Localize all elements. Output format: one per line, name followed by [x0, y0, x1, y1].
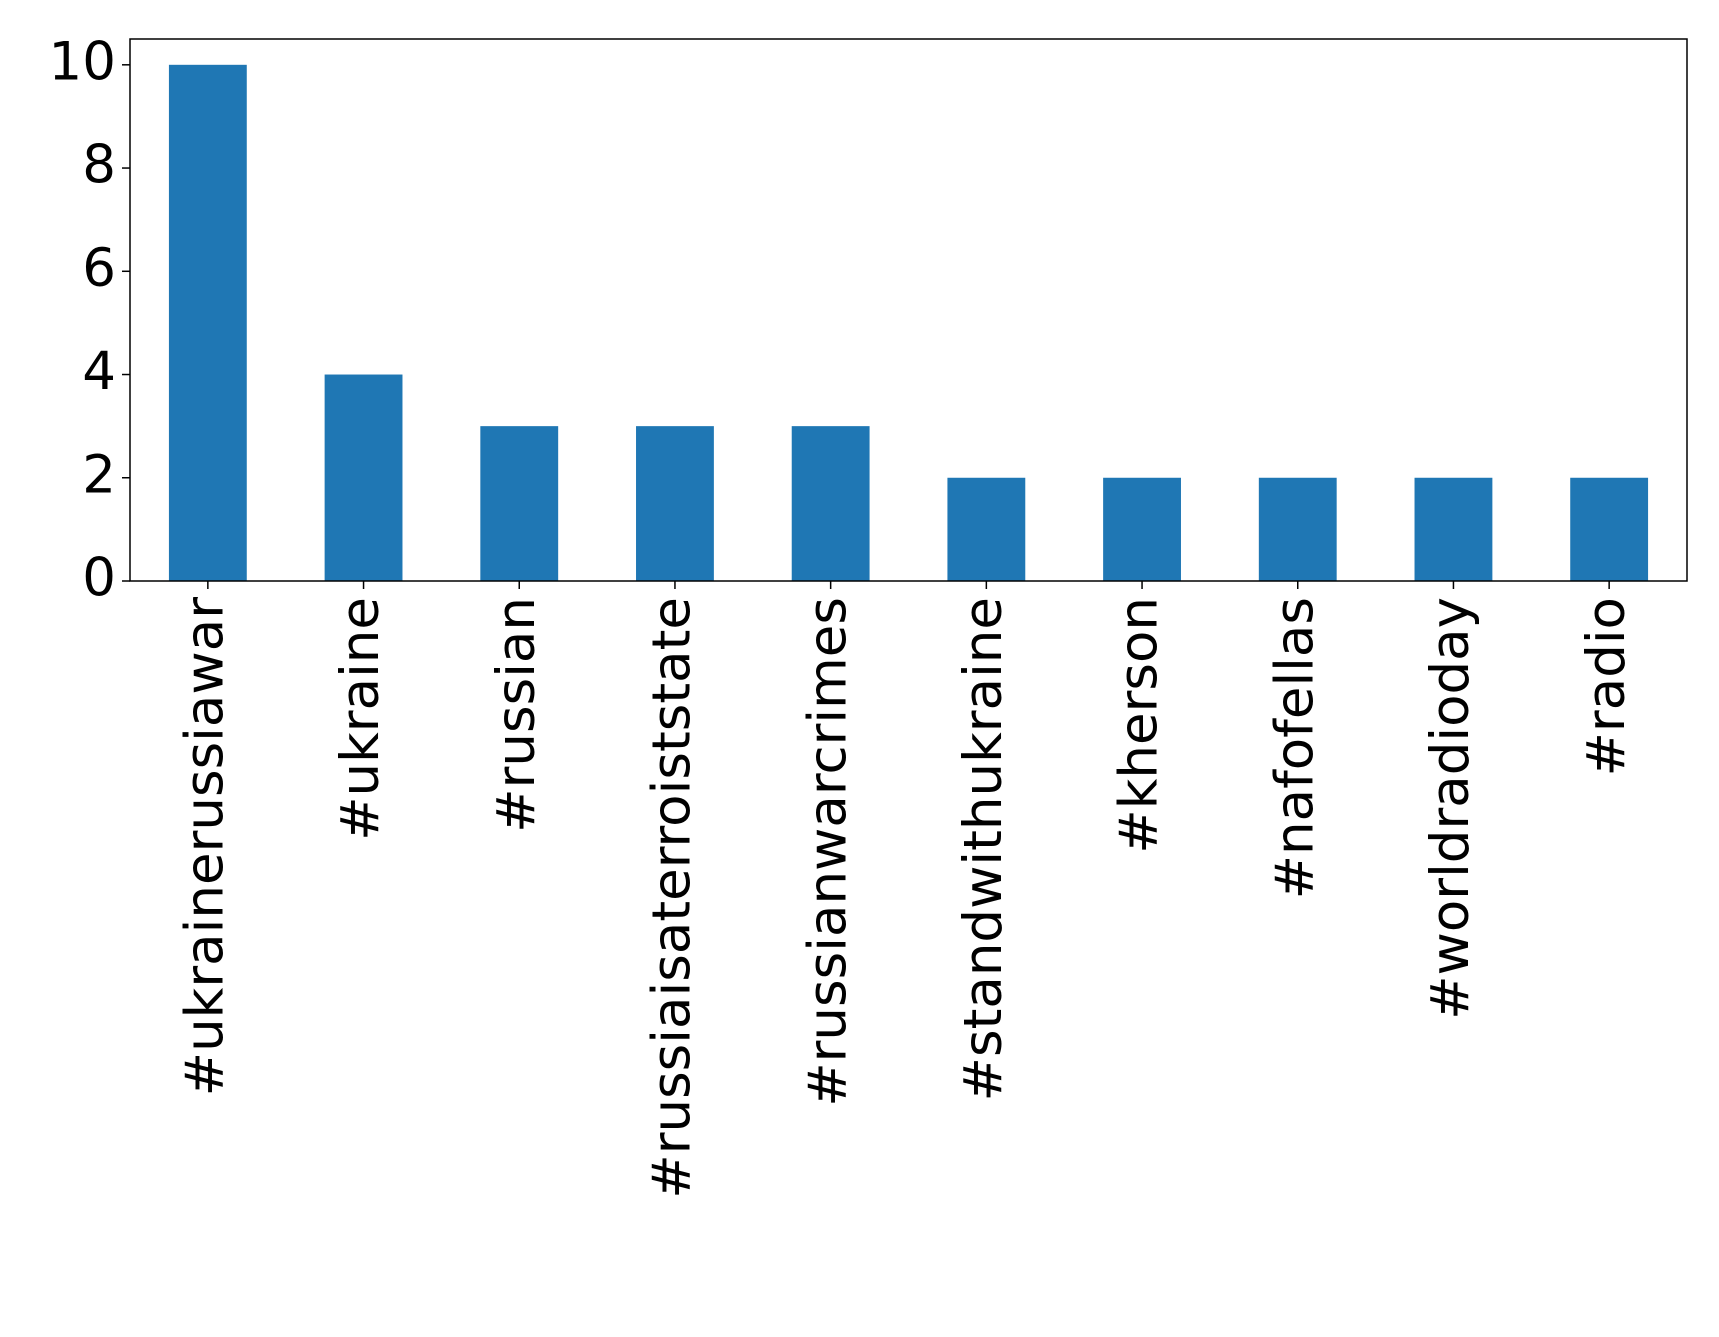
plot-frame: [129, 38, 1688, 582]
x-tick-label: #kherson: [1109, 597, 1170, 854]
bar: [1414, 477, 1493, 581]
y-tick-label: 10: [49, 31, 116, 92]
x-tick-label: #worldradioday: [1420, 597, 1481, 1020]
bar: [168, 64, 247, 582]
x-tick-label: #radio: [1576, 597, 1637, 776]
x-tick-label: #russiaisaterroiststate: [642, 597, 703, 1199]
bar: [1258, 477, 1337, 581]
x-tick-label: #ukrainerussiawar: [174, 597, 235, 1097]
x-tick-label: #nafofellas: [1264, 597, 1325, 899]
x-tick-label: #russian: [486, 597, 547, 833]
bar: [1570, 477, 1649, 581]
y-tick-label: 2: [82, 444, 116, 505]
y-tick-label: 6: [82, 238, 116, 299]
y-tick-label: 4: [82, 341, 116, 402]
x-tick-label: #ukraine: [330, 597, 391, 841]
bar: [324, 374, 403, 581]
bar: [947, 477, 1026, 581]
bar: [791, 426, 870, 581]
bar: [636, 426, 714, 581]
y-tick-label: 0: [82, 548, 116, 609]
bar: [480, 426, 559, 581]
x-tick-label: #standwithukraine: [953, 597, 1014, 1101]
x-tick-label: #russianwarcrimes: [797, 597, 858, 1107]
bar: [1103, 477, 1181, 581]
y-tick-label: 8: [82, 135, 116, 196]
